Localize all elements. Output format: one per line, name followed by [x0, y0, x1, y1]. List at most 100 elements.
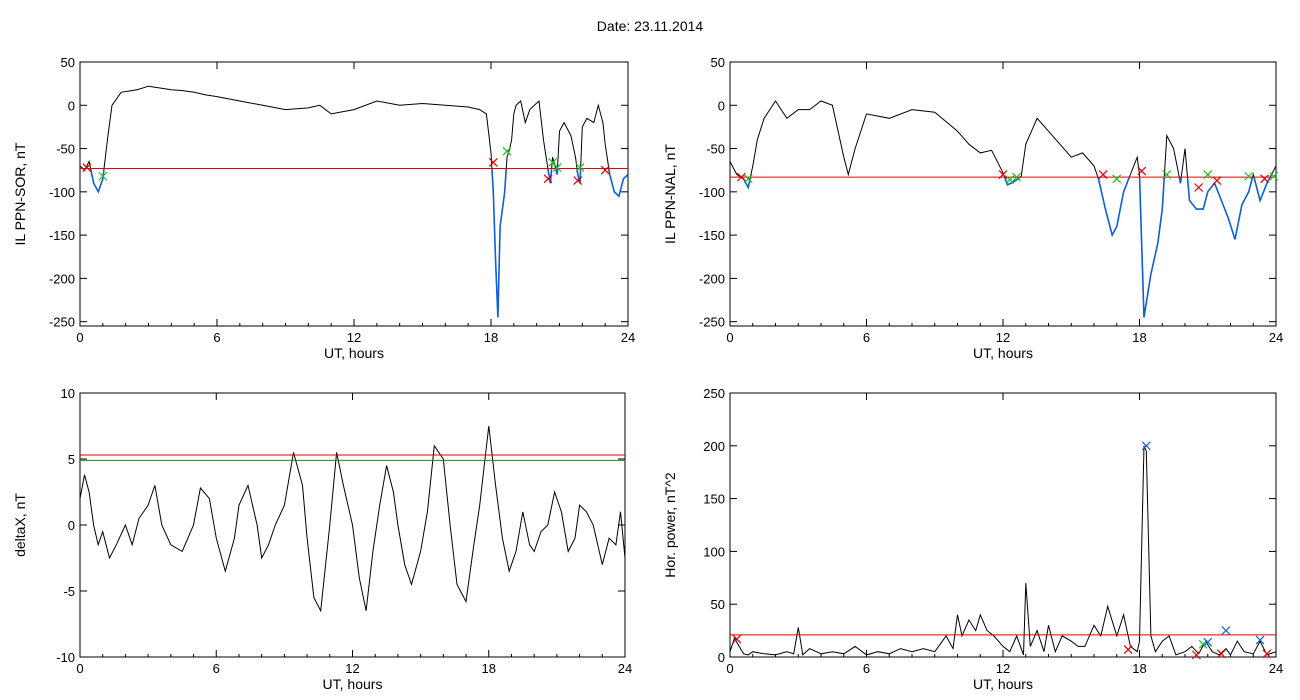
x-tick-label: 6 — [213, 330, 220, 345]
y-axis-label: IL PPN-SOR, nT — [12, 142, 28, 245]
event-marker-red — [1123, 645, 1133, 655]
y-axis-label: Hor. power, nT^2 — [662, 472, 678, 578]
event-marker-green — [1012, 172, 1022, 182]
y-tick-label: 0 — [718, 98, 725, 113]
marker-stroke — [1098, 170, 1108, 179]
x-tick-label: 18 — [482, 661, 496, 676]
y-tick-label: 50 — [61, 55, 75, 70]
x-tick-label: 0 — [726, 661, 733, 676]
event-marker-green — [743, 174, 753, 184]
event-marker-red — [82, 163, 92, 173]
marker-stroke — [736, 172, 746, 182]
marker-stroke — [1198, 639, 1208, 649]
event-marker-green — [552, 163, 562, 173]
chart-panel-il-nal: 0 6 12 18 24 50 0 -50 -100 -150 -200 -250 UT, hours I… — [662, 55, 1283, 361]
event-marker-red — [736, 172, 746, 182]
y-tick-label: 200 — [703, 439, 725, 454]
x-tick-label: 6 — [213, 661, 220, 676]
y-axis-label: deltaX, nT — [12, 493, 28, 557]
event-marker-red — [1191, 650, 1201, 660]
y-tick-label: -200 — [699, 271, 725, 286]
x-axis-label: UT, hours — [973, 676, 1033, 692]
x-tick-label: 6 — [863, 661, 870, 676]
y-tick-label: -10 — [56, 650, 75, 665]
x-tick-label: 12 — [345, 661, 359, 676]
event-marker-red — [488, 157, 498, 167]
y-tick-label: 100 — [703, 544, 725, 559]
marker-stroke — [1212, 176, 1222, 186]
plot-frame — [79, 61, 629, 327]
marker-stroke — [1112, 174, 1122, 184]
marker-stroke — [548, 157, 558, 167]
marker-stroke — [1269, 171, 1279, 181]
event-marker-green — [1162, 170, 1172, 179]
x-tick-label: 6 — [863, 330, 870, 345]
chart-panel-deltax: 0 6 12 18 24 10 5 0 -5 -10 UT, hours deltaX, nT — [12, 386, 632, 692]
marker-stroke — [1255, 635, 1265, 645]
marker-stroke — [573, 176, 583, 186]
below-threshold-line — [739, 177, 1272, 318]
marker-stroke — [552, 163, 562, 173]
marker-stroke — [575, 163, 585, 173]
signal-line — [729, 100, 1277, 318]
y-tick-label: -5 — [63, 584, 75, 599]
x-axis-label: UT, hours — [323, 676, 383, 692]
figure-title: Date: 23.11.2014 — [596, 18, 704, 34]
event-marker-red — [1194, 183, 1204, 192]
y-tick-label: -50 — [56, 142, 75, 157]
x-tick-label: 24 — [1269, 661, 1283, 676]
event-marker-green — [1005, 175, 1015, 185]
marker-stroke — [1123, 645, 1133, 655]
y-tick-label: 0 — [68, 518, 75, 533]
x-tick-label: 0 — [76, 661, 83, 676]
y-tick-label: -250 — [49, 315, 75, 330]
event-marker-red — [600, 165, 610, 175]
marker-stroke — [502, 146, 512, 156]
marker-stroke — [743, 174, 753, 184]
event-marker-red — [573, 176, 583, 186]
x-tick-label: 24 — [1269, 330, 1283, 345]
marker-stroke — [998, 170, 1008, 179]
marker-stroke — [488, 157, 498, 167]
y-tick-label: 0 — [718, 650, 725, 665]
y-tick-label: -250 — [699, 315, 725, 330]
marker-stroke — [82, 163, 92, 173]
marker-stroke — [1244, 171, 1254, 181]
marker-stroke — [600, 165, 610, 175]
y-tick-label: -100 — [49, 185, 75, 200]
y-tick-label: 0 — [68, 98, 75, 113]
marker-stroke — [1005, 175, 1015, 185]
y-tick-label: 50 — [711, 55, 725, 70]
y-tick-label: -150 — [49, 228, 75, 243]
event-marker-blue — [1221, 626, 1231, 636]
y-tick-label: 50 — [711, 597, 725, 612]
event-marker-green — [1244, 171, 1254, 181]
x-tick-label: 12 — [347, 330, 361, 345]
marker-stroke — [1141, 441, 1151, 451]
signal-line — [729, 445, 1277, 656]
event-marker-blue — [1203, 637, 1213, 647]
marker-stroke — [1203, 637, 1213, 647]
event-marker-green — [575, 163, 585, 173]
y-tick-label: 250 — [703, 386, 725, 401]
x-tick-label: 12 — [996, 330, 1010, 345]
marker-stroke — [1262, 649, 1272, 659]
event-marker-green — [1269, 171, 1279, 181]
chart-panel-il-sor: 0 6 12 18 24 50 0 -50 -100 -150 -200 -250 UT, hours I… — [12, 55, 635, 361]
event-marker-red — [1137, 166, 1147, 176]
x-tick-label: 0 — [726, 330, 733, 345]
event-marker-blue — [1141, 441, 1151, 451]
marker-stroke — [1216, 649, 1226, 659]
y-tick-label: -50 — [706, 142, 725, 157]
signal-line — [79, 85, 629, 318]
y-tick-label: 5 — [68, 452, 75, 467]
event-marker-red — [543, 174, 553, 184]
x-tick-label: 18 — [484, 330, 498, 345]
event-marker-green — [1112, 174, 1122, 184]
y-tick-label: 150 — [703, 492, 725, 507]
event-marker-green — [502, 146, 512, 156]
marker-stroke — [1191, 650, 1201, 660]
x-tick-label: 24 — [621, 330, 635, 345]
y-axis-label: IL PPN-NAL, nT — [662, 144, 678, 244]
y-tick-label: 10 — [61, 386, 75, 401]
